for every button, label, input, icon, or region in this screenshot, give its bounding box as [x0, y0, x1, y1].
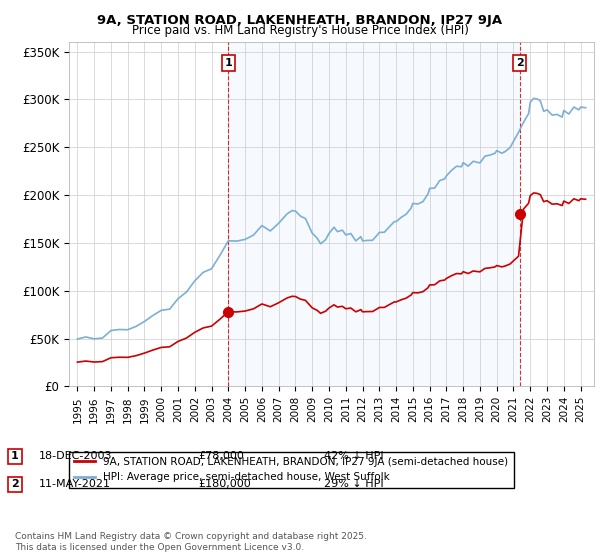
Text: 1: 1 — [11, 451, 19, 461]
Text: Contains HM Land Registry data © Crown copyright and database right 2025.
This d: Contains HM Land Registry data © Crown c… — [15, 532, 367, 552]
Text: 18-DEC-2003: 18-DEC-2003 — [39, 451, 113, 461]
Text: 29% ↓ HPI: 29% ↓ HPI — [324, 479, 383, 489]
Text: 11-MAY-2021: 11-MAY-2021 — [39, 479, 111, 489]
Text: £78,000: £78,000 — [198, 451, 244, 461]
Legend: 9A, STATION ROAD, LAKENHEATH, BRANDON, IP27 9JA (semi-detached house), HPI: Aver: 9A, STATION ROAD, LAKENHEATH, BRANDON, I… — [69, 452, 514, 488]
Text: 2: 2 — [516, 58, 524, 68]
Text: 9A, STATION ROAD, LAKENHEATH, BRANDON, IP27 9JA: 9A, STATION ROAD, LAKENHEATH, BRANDON, I… — [97, 14, 503, 27]
Text: 2: 2 — [11, 479, 19, 489]
Text: 42% ↓ HPI: 42% ↓ HPI — [324, 451, 383, 461]
Bar — [229, 42, 520, 386]
Text: £180,000: £180,000 — [198, 479, 251, 489]
Text: Price paid vs. HM Land Registry's House Price Index (HPI): Price paid vs. HM Land Registry's House … — [131, 24, 469, 36]
Text: 1: 1 — [224, 58, 232, 68]
